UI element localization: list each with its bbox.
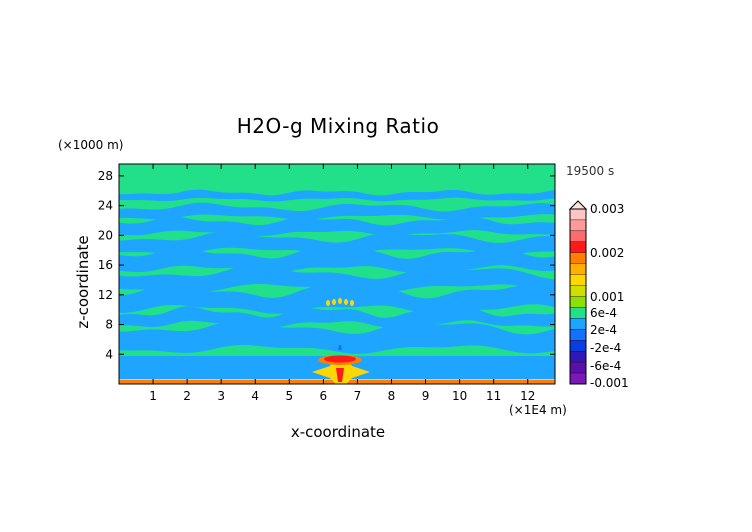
y-tick-label: 8 bbox=[105, 318, 113, 332]
colorbar-label: 2e-4 bbox=[590, 323, 617, 337]
colorbar-swatch bbox=[569, 230, 587, 242]
x-tick-label: 7 bbox=[354, 389, 362, 403]
colorbar-label: -0.001 bbox=[590, 376, 629, 390]
y-tick-label: 20 bbox=[98, 228, 113, 242]
field-band bbox=[119, 202, 555, 220]
colorbar-swatch bbox=[569, 361, 587, 374]
plume-tip bbox=[338, 345, 342, 350]
small-cell bbox=[338, 298, 342, 304]
x-tick-label: 4 bbox=[251, 389, 259, 403]
colorbar-swatch bbox=[569, 307, 587, 319]
colorbar-swatch bbox=[569, 208, 587, 221]
field-band bbox=[119, 216, 555, 236]
time-label: 19500 s bbox=[566, 164, 615, 178]
colorbar-swatch bbox=[569, 241, 587, 253]
colorbar-swatch bbox=[569, 285, 587, 297]
y-tick-label: 28 bbox=[98, 169, 113, 183]
colorbar-label: 0.003 bbox=[590, 202, 624, 216]
x-tick-label: 6 bbox=[320, 389, 328, 403]
colorbar-label: -2e-4 bbox=[590, 341, 621, 355]
field-band bbox=[119, 283, 555, 314]
y-tick-label: 24 bbox=[98, 199, 113, 213]
field-band bbox=[119, 319, 555, 354]
colorbar-swatch bbox=[569, 296, 587, 308]
x-unit-label: (×1E4 m) bbox=[509, 403, 567, 417]
colorbar-label: -6e-4 bbox=[590, 359, 621, 373]
z-unit-label: (×1000 m) bbox=[58, 138, 124, 152]
colorbar-frame bbox=[569, 208, 587, 385]
plot-frame bbox=[118, 163, 556, 385]
colorbar-label: 0.001 bbox=[590, 290, 624, 304]
x-tick-label: 3 bbox=[217, 389, 225, 403]
small-cell bbox=[332, 299, 336, 305]
x-tick-label: 10 bbox=[452, 389, 467, 403]
x-tick-label: 1 bbox=[149, 389, 157, 403]
plot-area bbox=[119, 164, 555, 384]
chart-title: H2O-g Mixing Ratio bbox=[236, 114, 440, 138]
x-tick-label: 12 bbox=[520, 389, 535, 403]
colorbar-label: 0.002 bbox=[590, 246, 624, 260]
y-tick-label: 4 bbox=[105, 347, 113, 361]
colorbar-swatch bbox=[569, 263, 587, 275]
plume-stem bbox=[336, 368, 344, 382]
colorbar-swatch bbox=[569, 318, 587, 330]
field-band bbox=[119, 247, 555, 273]
colorbar-swatch bbox=[569, 340, 587, 352]
x-tick-label: 2 bbox=[183, 389, 191, 403]
colorbar-swatch bbox=[569, 274, 587, 286]
colorbar-swatch bbox=[569, 329, 587, 341]
x-tick-label: 5 bbox=[285, 389, 293, 403]
small-cell bbox=[350, 300, 354, 306]
colorbar: 0.003 0.002 0.001 6e-4 2e-4 -2e-4 -6e-4 -0.001 bbox=[568, 200, 629, 390]
small-cell bbox=[344, 299, 348, 305]
x-tick-label: 8 bbox=[388, 389, 396, 403]
y-tick-label: 16 bbox=[98, 258, 113, 272]
plume-core bbox=[324, 355, 356, 363]
colorbar-swatch bbox=[569, 252, 587, 264]
colorbar-swatch bbox=[569, 219, 587, 232]
field-band bbox=[119, 189, 555, 202]
field-band bbox=[119, 264, 555, 293]
field-band bbox=[119, 231, 555, 255]
colorbar-label: 6e-4 bbox=[590, 306, 617, 320]
x-tick-label: 9 bbox=[422, 389, 430, 403]
colorbar-swatch bbox=[569, 372, 587, 385]
x-axis-label: x-coordinate bbox=[290, 423, 386, 441]
y-tick-label: 12 bbox=[98, 288, 113, 302]
small-cell bbox=[326, 300, 330, 306]
colorbar-top-arrow bbox=[568, 200, 588, 210]
x-tick-label: 11 bbox=[486, 389, 501, 403]
colorbar-swatch bbox=[569, 351, 587, 363]
